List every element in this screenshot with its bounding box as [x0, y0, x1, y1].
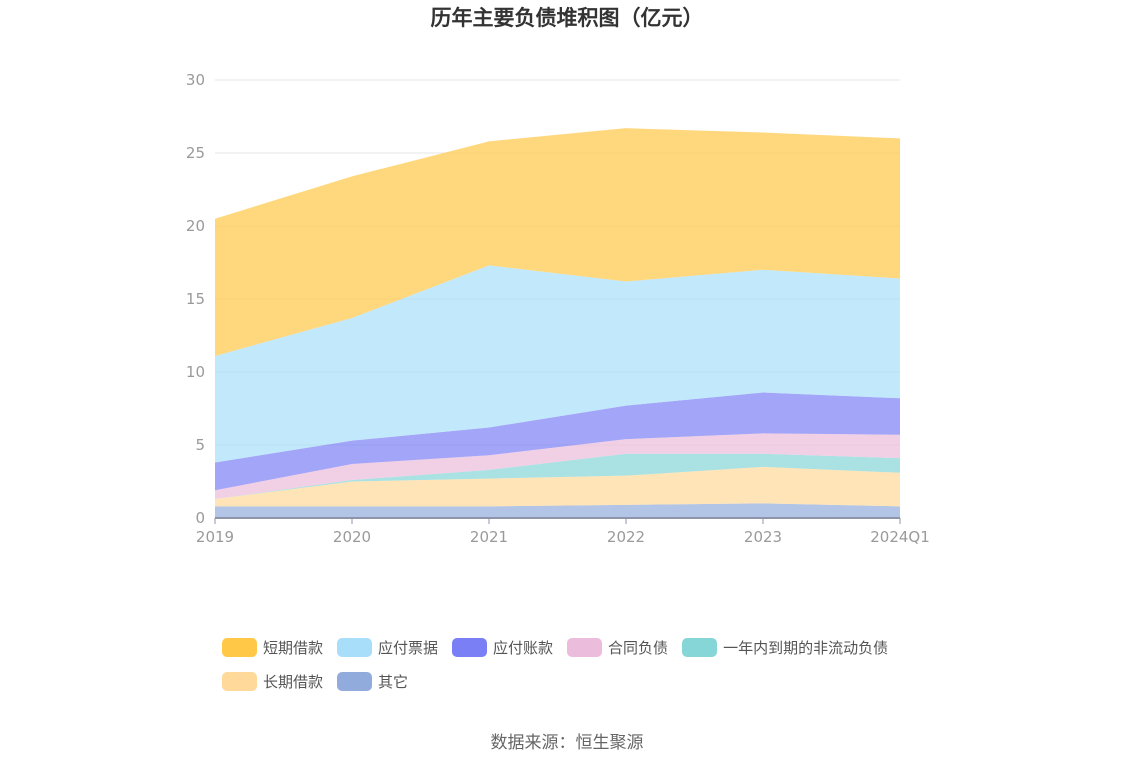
- legend-swatch: [452, 637, 488, 657]
- legend-label: 长期借款: [263, 672, 324, 691]
- legend-label: 一年内到期的非流动负债: [723, 638, 889, 657]
- y-tick-label: 20: [186, 217, 205, 235]
- legend-item[interactable]: 应付账款: [452, 637, 553, 658]
- legend-swatch: [222, 637, 257, 657]
- legend-item[interactable]: 应付票据: [337, 637, 438, 658]
- y-tick-label: 5: [195, 436, 205, 454]
- y-tick-label: 15: [186, 290, 205, 308]
- chart-title: 历年主要负债堆积图（亿元）: [430, 6, 704, 30]
- area-layer: [215, 128, 900, 518]
- legend-label: 短期借款: [263, 638, 324, 657]
- stacked-area-chart: 0 5 10 15 20 25 30 2019 2020 2021 2022 2023 2024Q1: [186, 71, 930, 546]
- axis-layer: 0 5 10 15 20 25 30 2019 2020 2021 2022 2023 2024Q1: [186, 71, 930, 546]
- legend-swatch: [222, 671, 257, 691]
- x-tick-label: 2019: [196, 528, 234, 546]
- area-series-6: [215, 128, 900, 356]
- legend-row: 长期借款 其它: [222, 664, 942, 698]
- legend-item[interactable]: 其它: [337, 671, 408, 692]
- y-tick-label: 0: [195, 509, 205, 527]
- x-tick-label: 2021: [470, 528, 508, 546]
- legend-swatch: [337, 671, 373, 691]
- legend: 短期借款 应付票据 应付账款 合同负债 一年内到期的非流动负债长期借款 其它: [222, 630, 942, 698]
- legend-swatch: [337, 637, 373, 657]
- area-series-0: [215, 503, 900, 518]
- legend-row: 短期借款 应付票据 应付账款 合同负债 一年内到期的非流动负债: [222, 630, 942, 664]
- x-tick-label: 2022: [607, 528, 645, 546]
- area-series-2: [215, 453, 900, 500]
- legend-label: 合同负债: [608, 638, 669, 657]
- area-series-3: [215, 433, 900, 500]
- data-source: 数据来源：恒生聚源: [490, 733, 644, 753]
- x-tick-label: 2023: [744, 528, 782, 546]
- area-series-1: [215, 466, 900, 507]
- legend-label: 应付票据: [378, 638, 439, 657]
- area-series-4: [215, 392, 900, 491]
- legend-item[interactable]: 一年内到期的非流动负债: [682, 637, 888, 658]
- area-series-5: [215, 265, 900, 463]
- x-tick-label: 2020: [333, 528, 371, 546]
- legend-item[interactable]: 长期借款: [222, 671, 323, 692]
- legend-label: 应付账款: [493, 638, 554, 657]
- y-tick-label: 25: [186, 144, 205, 162]
- legend-item[interactable]: 合同负债: [567, 637, 668, 658]
- y-tick-label: 30: [186, 71, 205, 89]
- legend-item[interactable]: 短期借款: [222, 637, 323, 658]
- legend-swatch: [682, 637, 718, 657]
- legend-label: 其它: [378, 672, 409, 691]
- legend-swatch: [567, 637, 603, 657]
- x-tick-label: 2024Q1: [870, 528, 930, 546]
- y-tick-label: 10: [186, 363, 205, 381]
